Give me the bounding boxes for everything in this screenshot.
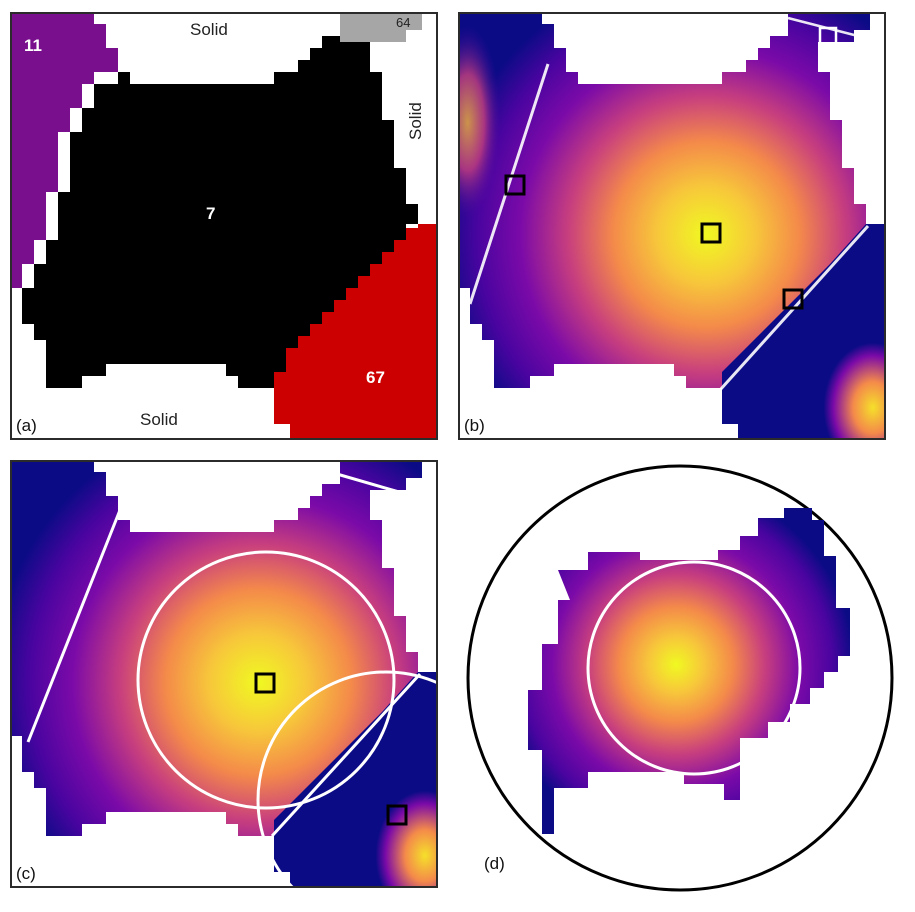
pore-right-b [722, 224, 886, 440]
panel-b: (b) [458, 12, 886, 440]
boundary-line-c2 [329, 470, 407, 496]
panel-a-tag: (a) [16, 416, 37, 435]
marker-center-c [254, 672, 276, 694]
panel-c: (c) [10, 460, 438, 888]
pore-left-b [458, 12, 554, 288]
region-64-label: 64 [396, 15, 411, 30]
panel-b-drawing [458, 12, 886, 440]
marker-center [700, 222, 722, 244]
outer-sphere [466, 464, 894, 892]
region-64 [340, 12, 422, 42]
region-11-label: 11 [24, 36, 42, 55]
inscribed-circle-center [136, 550, 396, 810]
panel-c-tag: (c) [16, 864, 36, 883]
pore-right-c [274, 672, 438, 888]
marker-right-throat [782, 288, 804, 310]
panel-d: (d) [458, 460, 904, 906]
inscribed-circle-right [256, 670, 438, 888]
panel-b-tag: (b) [464, 416, 485, 435]
panel-d-drawing [466, 464, 894, 892]
panel-a: Solid Solid Solid 7 11 67 64 (a) [10, 12, 438, 440]
solid-label-bottom: Solid [140, 410, 178, 429]
panel-d-tag: (d) [484, 854, 505, 873]
marker-right-c [386, 804, 408, 826]
inscribed-circle-d [586, 560, 802, 776]
region-67-label: 67 [366, 368, 385, 387]
marker-left-throat [504, 174, 526, 196]
region-7-label: 7 [206, 204, 216, 223]
panel-c-drawing [10, 460, 438, 888]
pore-body-d [528, 508, 850, 834]
region-7 [22, 36, 418, 388]
boundary-line-c3 [270, 672, 422, 838]
solid-label-top: Solid [190, 20, 228, 39]
region-67 [274, 224, 438, 440]
boundary-line-1 [468, 63, 550, 305]
panel-a-drawing [10, 12, 438, 440]
solid-label-right: Solid [406, 102, 425, 140]
region-11 [10, 12, 118, 288]
marker-top-right [818, 26, 838, 46]
boundary-line-c1 [26, 509, 122, 743]
